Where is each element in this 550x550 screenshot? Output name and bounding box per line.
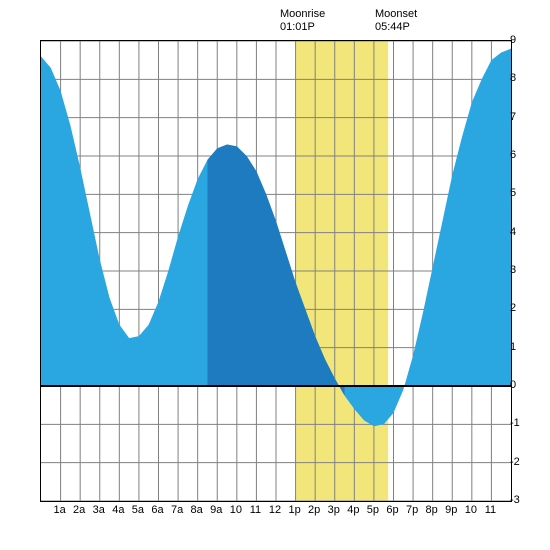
x-tick-label: 6a [151,504,163,530]
plot-svg [41,41,511,501]
x-tick-label: 7a [171,504,183,530]
moonset-label: Moonset 05:44P [375,8,417,34]
y-axis: -3-2-10123456789 [510,40,550,500]
moonset-time: 05:44P [375,21,410,33]
y-tick-label: 6 [510,149,550,161]
plot-area [40,40,512,502]
x-tick-label: 10 [230,504,242,530]
x-axis: 1a 2a 3a 4a 5a 6a 7a 8a 9a 10 11 12 1p 2p 3p 4p 5p 6p 7p 8p… [40,500,510,530]
x-tick-label: 11 [250,504,261,530]
x-tick-label: 1p [288,504,300,530]
x-tick-label: 8p [426,504,438,530]
moonrise-title: Moonrise [280,8,325,20]
y-tick-label: -1 [510,417,550,429]
x-tick-label: 3p [328,504,340,530]
x-tick-label: 12 [269,504,281,530]
x-tick-label: 5a [132,504,144,530]
x-tick-label: 3a [93,504,105,530]
y-tick-label: 3 [510,264,550,276]
y-tick-label: 9 [510,34,550,46]
moonset-title: Moonset [375,8,417,20]
x-tick-label: 11 [485,504,496,530]
moonrise-label: Moonrise 01:01P [280,8,325,34]
y-tick-label: 7 [510,111,550,123]
x-tick-label: 2a [73,504,85,530]
x-tick-label: 7p [406,504,418,530]
x-tick-label: 4p [347,504,359,530]
tide-chart: Moonrise 01:01P Moonset 05:44P -3-2-1012… [0,0,550,550]
x-tick-label: 4a [112,504,124,530]
x-tick-label: 5p [367,504,379,530]
y-tick-label: 2 [510,302,550,314]
y-tick-label: 5 [510,187,550,199]
y-tick-label: 8 [510,72,550,84]
moonrise-time: 01:01P [280,21,315,33]
x-tick-label: 1a [53,504,65,530]
x-tick-label: 8a [191,504,203,530]
x-tick-label: 10 [465,504,477,530]
y-tick-label: -2 [510,456,550,468]
x-tick-label: 9a [210,504,222,530]
y-tick-label: -3 [510,494,550,506]
y-tick-label: 0 [510,379,550,391]
x-tick-label: 2p [308,504,320,530]
y-tick-label: 1 [510,341,550,353]
x-tick-label: 9p [445,504,457,530]
y-tick-label: 4 [510,226,550,238]
x-tick-label: 6p [386,504,398,530]
